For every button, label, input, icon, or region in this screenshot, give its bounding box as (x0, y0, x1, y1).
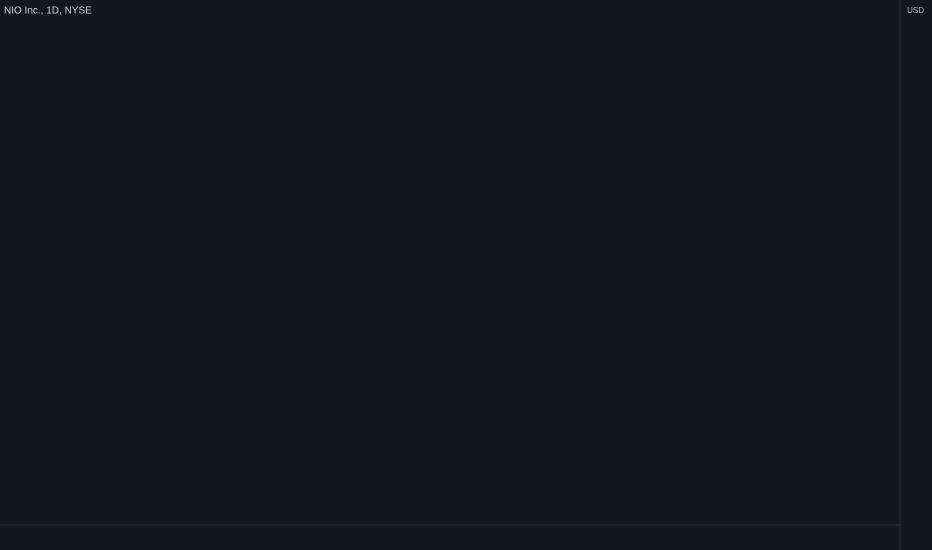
currency-label: USD (907, 6, 924, 15)
chart-title: NIO Inc., 1D, NYSE (4, 6, 92, 17)
